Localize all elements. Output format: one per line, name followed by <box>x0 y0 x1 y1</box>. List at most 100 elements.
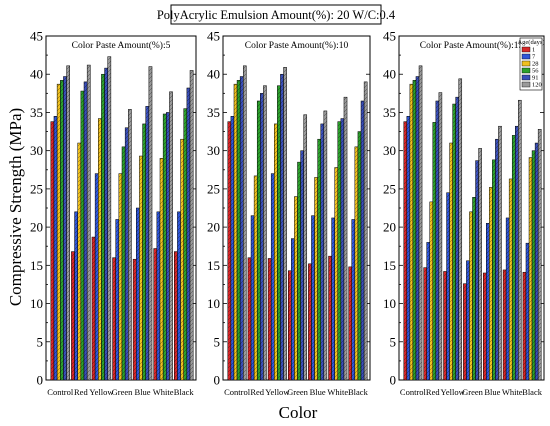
bar-hatch <box>57 84 61 380</box>
y-tick-label: 40 <box>30 67 43 82</box>
y-tick-label: 20 <box>207 220 220 235</box>
category-label: Control <box>224 387 251 397</box>
y-tick-label: 10 <box>383 296 396 311</box>
y-tick-label: 25 <box>383 181 396 196</box>
bar-hatch <box>277 85 281 380</box>
bar-hatch <box>443 271 447 380</box>
y-tick-label: 30 <box>383 143 396 158</box>
bar-hatch <box>343 97 348 381</box>
bar-hatch <box>50 121 54 381</box>
bar-hatch <box>486 223 490 380</box>
chart-panel-3: 0 5 10 15 20 25 30 35 40 45 Color Paste Amount(%):… <box>383 29 545 398</box>
category-label: Black <box>522 387 543 397</box>
y-tick-label: 5 <box>37 334 44 349</box>
bar-hatch <box>66 65 70 381</box>
y-tick-label: 0 <box>214 373 221 388</box>
bar-hatch <box>538 129 542 380</box>
bar-hatch <box>271 173 275 380</box>
chart-title: PolyAcrylic Emulsion Amount(%): 20 W/C:0… <box>157 8 396 22</box>
bar-hatch <box>136 208 140 380</box>
bar-hatch <box>515 126 519 381</box>
bar-hatch <box>522 272 526 380</box>
bar-hatch <box>101 74 105 380</box>
category-label: Red <box>250 387 264 397</box>
bar-hatch <box>159 158 164 380</box>
chart-panel-2: 0 5 10 15 20 25 30 35 40 45 Color Paste Amount(%):… <box>207 29 371 397</box>
bar-hatch <box>180 139 184 380</box>
y-tick-label: 20 <box>383 220 396 235</box>
category-label: Red <box>426 387 440 397</box>
bar-hatch <box>251 215 255 380</box>
bar-hatch <box>122 146 126 380</box>
bar-hatch <box>357 131 362 380</box>
legend-swatch-age-120 <box>521 81 531 88</box>
bar-hatch <box>472 197 476 380</box>
bar-hatch <box>495 139 499 380</box>
bar-hatch <box>174 251 178 380</box>
bar-hatch <box>156 211 160 380</box>
bar-hatch <box>361 100 365 380</box>
y-tick-label: 25 <box>207 181 220 196</box>
bar-hatch <box>288 270 292 380</box>
y-tick-label: 15 <box>383 258 396 273</box>
y-tick-label: 15 <box>30 258 43 273</box>
bar-hatch <box>95 173 99 380</box>
category-label: Yellow <box>441 387 466 397</box>
legend-title: Age(days) <box>517 39 544 46</box>
bar-hatch <box>419 65 423 381</box>
category-label: White <box>502 387 523 397</box>
bar-hatch <box>498 126 502 381</box>
bar-hatch <box>163 113 167 381</box>
category-label: Blue <box>310 387 326 397</box>
bar-hatch <box>107 56 111 380</box>
bar-hatch <box>311 215 315 380</box>
bar-hatch <box>294 196 298 380</box>
bar-hatch <box>190 70 194 381</box>
bar-hatch <box>323 110 327 380</box>
category-label: Blue <box>135 387 151 397</box>
bar-hatch <box>118 173 122 380</box>
bar-hatch <box>87 65 91 380</box>
bar-hatch <box>268 258 272 380</box>
bar-hatch <box>426 242 430 380</box>
bar-hatch <box>297 162 301 380</box>
bar-hatch <box>314 177 318 380</box>
bar-hatch <box>458 78 462 380</box>
bar-hatch <box>254 175 258 380</box>
bar-hatch <box>455 97 459 381</box>
bar-hatch <box>71 251 75 380</box>
y-tick-label: 45 <box>207 29 220 44</box>
legend-label-age-120: 120 <box>532 82 542 89</box>
bar-hatch <box>283 67 287 380</box>
bar-hatch <box>406 116 410 381</box>
bar-hatch <box>139 156 143 380</box>
bar-hatch <box>351 219 355 380</box>
bar-hatch <box>348 266 352 380</box>
bar-hatch <box>112 257 116 380</box>
y-axis-title: Compressive Strength (MPa) <box>6 108 25 306</box>
bar-hatch <box>438 92 442 381</box>
category-label: Yellow <box>89 387 114 397</box>
y-tick-label: 10 <box>30 296 43 311</box>
bar-hatch <box>506 217 510 380</box>
bar-hatch <box>446 192 450 380</box>
bar-hatch <box>503 269 507 380</box>
bar-hatch <box>166 112 170 380</box>
bar-hatch <box>142 123 146 381</box>
bar-hatch <box>525 243 530 380</box>
y-tick-label: 35 <box>30 105 43 120</box>
y-tick-label: 30 <box>207 143 220 158</box>
category-label: Control <box>400 387 427 397</box>
bar-hatch <box>403 121 407 381</box>
y-tick-label: 30 <box>30 143 43 158</box>
bar-hatch <box>435 100 439 380</box>
legend-swatch-age-7 <box>521 53 531 60</box>
category-label: Yellow <box>265 387 290 397</box>
bar-hatch <box>303 114 307 380</box>
legend-label-age-91: 91 <box>532 75 539 82</box>
bar-hatch <box>145 106 149 380</box>
bar-hatch <box>80 91 85 380</box>
